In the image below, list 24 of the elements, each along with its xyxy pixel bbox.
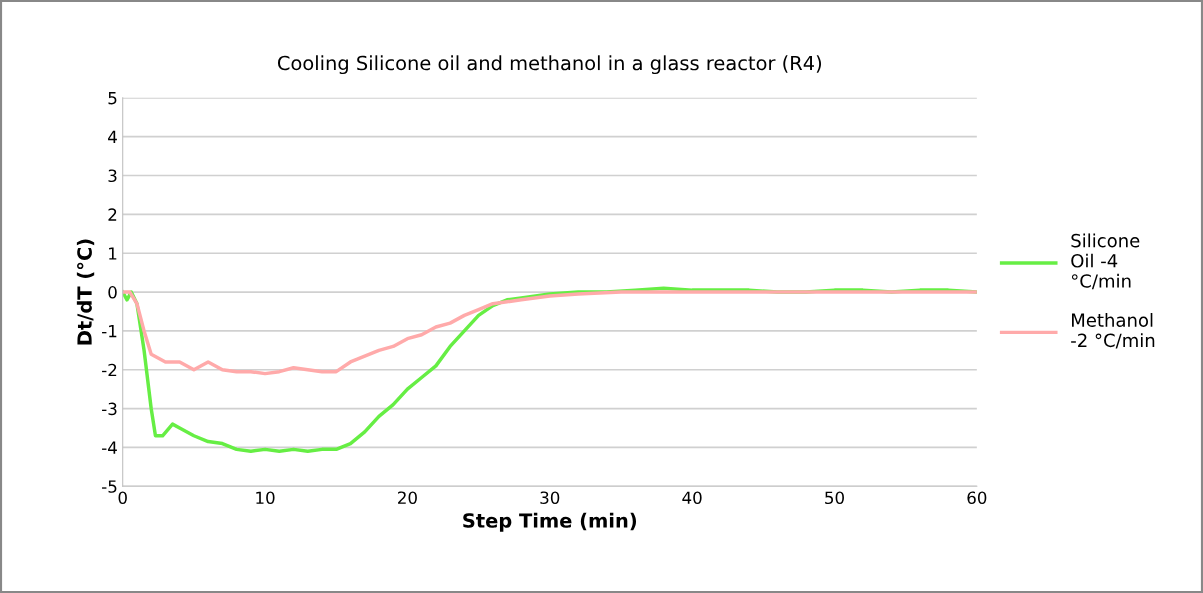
line-series [122,290,977,376]
chart-title: Cooling Silicone oil and methanol in a glass reactor (R4) [277,55,822,75]
x-axis-title: Step Time (min) [463,512,637,532]
x-tick-label: 10 [256,491,275,505]
x-tick-label: 40 [682,491,702,505]
y-tick-label: -2 [102,363,117,377]
y-tick-label: -5 [102,480,117,493]
x-tick-label: 0 [118,491,127,505]
y-axis-title: Dt/dT (°C) [76,239,95,345]
y-tick-label: 3 [108,169,117,183]
x-tick-label: 30 [540,491,560,505]
legend-label: Silicone Oil -4 °C/min [1071,233,1140,290]
x-tick-label: 20 [398,491,417,505]
x-tick-label: 50 [825,491,844,505]
y-tick-label: 4 [108,130,117,144]
y-tick-label: 1 [109,247,117,260]
y-tick-label: -3 [102,402,117,416]
legend-label: Methanol -2 °C/min [1071,312,1155,349]
y-tick-label: 0 [108,286,117,299]
y-tick-label: 5 [108,92,117,105]
y-tick-label: -1 [102,325,117,338]
y-tick-label: 2 [108,208,117,221]
y-tick-label: -4 [102,441,117,454]
x-tick-label: 60 [967,491,987,505]
